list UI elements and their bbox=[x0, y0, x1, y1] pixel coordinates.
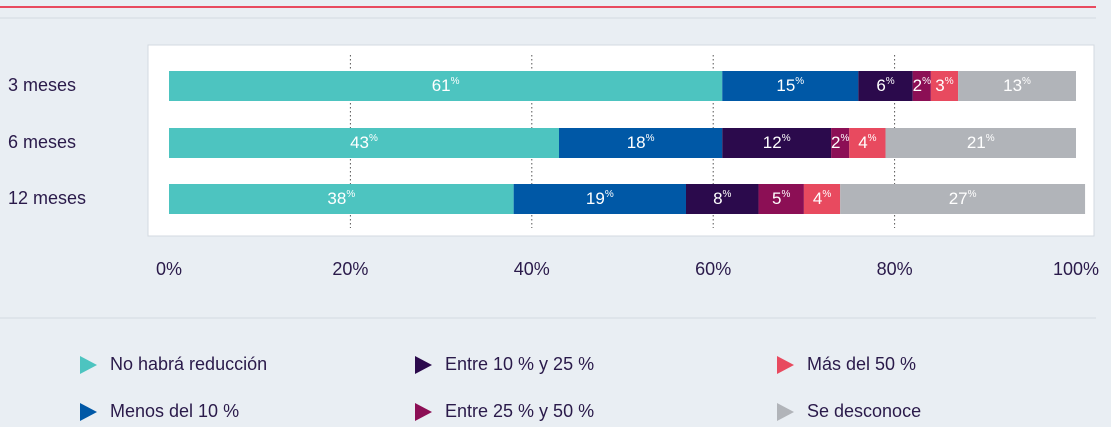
value-label: 43% bbox=[350, 133, 378, 153]
value-label: 19% bbox=[586, 189, 614, 209]
bar-segment bbox=[912, 71, 931, 101]
y-tick-label: 6 meses bbox=[8, 132, 76, 152]
legend-marker bbox=[80, 356, 97, 374]
value-label: 13% bbox=[1003, 76, 1031, 96]
bar-segment bbox=[169, 71, 723, 101]
x-tick-label: 100% bbox=[1053, 259, 1099, 279]
bar-segment bbox=[722, 71, 859, 101]
legend-marker bbox=[80, 403, 97, 421]
value-label: 2% bbox=[913, 76, 931, 96]
value-label: 18% bbox=[627, 133, 655, 153]
bar-segment bbox=[840, 184, 1086, 214]
value-label: 3% bbox=[935, 76, 953, 96]
legend-label: Entre 25 % y 50 % bbox=[445, 401, 594, 421]
y-tick-label: 12 meses bbox=[8, 188, 86, 208]
x-tick-label: 80% bbox=[877, 259, 913, 279]
legend-label: Más del 50 % bbox=[807, 354, 916, 374]
legend-marker bbox=[777, 403, 794, 421]
value-label: 61% bbox=[432, 76, 460, 96]
value-label: 2% bbox=[831, 133, 849, 153]
value-label: 27% bbox=[949, 189, 977, 209]
x-tick-label: 0% bbox=[156, 259, 182, 279]
bar-segment bbox=[958, 71, 1076, 101]
legend-marker bbox=[415, 356, 432, 374]
legend-label: Menos del 10 % bbox=[110, 401, 239, 421]
bar-segment bbox=[722, 128, 832, 158]
value-label: 4% bbox=[813, 189, 831, 209]
value-label: 8% bbox=[713, 189, 731, 209]
value-label: 4% bbox=[858, 133, 876, 153]
bar-segment bbox=[849, 128, 886, 158]
bar-segment bbox=[885, 128, 1076, 158]
legend-marker bbox=[777, 356, 794, 374]
legend-marker bbox=[415, 403, 432, 421]
bar-segment bbox=[831, 128, 850, 158]
value-label: 12% bbox=[763, 133, 791, 153]
value-label: 15% bbox=[776, 76, 804, 96]
value-label: 21% bbox=[967, 133, 995, 153]
y-tick-label: 3 meses bbox=[8, 75, 76, 95]
x-tick-label: 20% bbox=[332, 259, 368, 279]
value-label: 6% bbox=[876, 76, 894, 96]
bar-segment bbox=[169, 128, 560, 158]
value-label: 38% bbox=[327, 189, 355, 209]
x-tick-label: 60% bbox=[695, 259, 731, 279]
legend-label: No habrá reducción bbox=[110, 354, 267, 374]
bar-segment bbox=[513, 184, 686, 214]
bar-segment bbox=[803, 184, 841, 214]
legend-label: Se desconoce bbox=[807, 401, 921, 421]
x-tick-label: 40% bbox=[514, 259, 550, 279]
bar-segment bbox=[559, 128, 723, 158]
legend-label: Entre 10 % y 25 % bbox=[445, 354, 594, 374]
value-label: 5% bbox=[772, 189, 790, 209]
bar-segment bbox=[858, 71, 913, 101]
bar-segment bbox=[930, 71, 959, 101]
bar-segment bbox=[758, 184, 804, 214]
bar-segment bbox=[685, 184, 759, 214]
bar-segment bbox=[169, 184, 514, 214]
